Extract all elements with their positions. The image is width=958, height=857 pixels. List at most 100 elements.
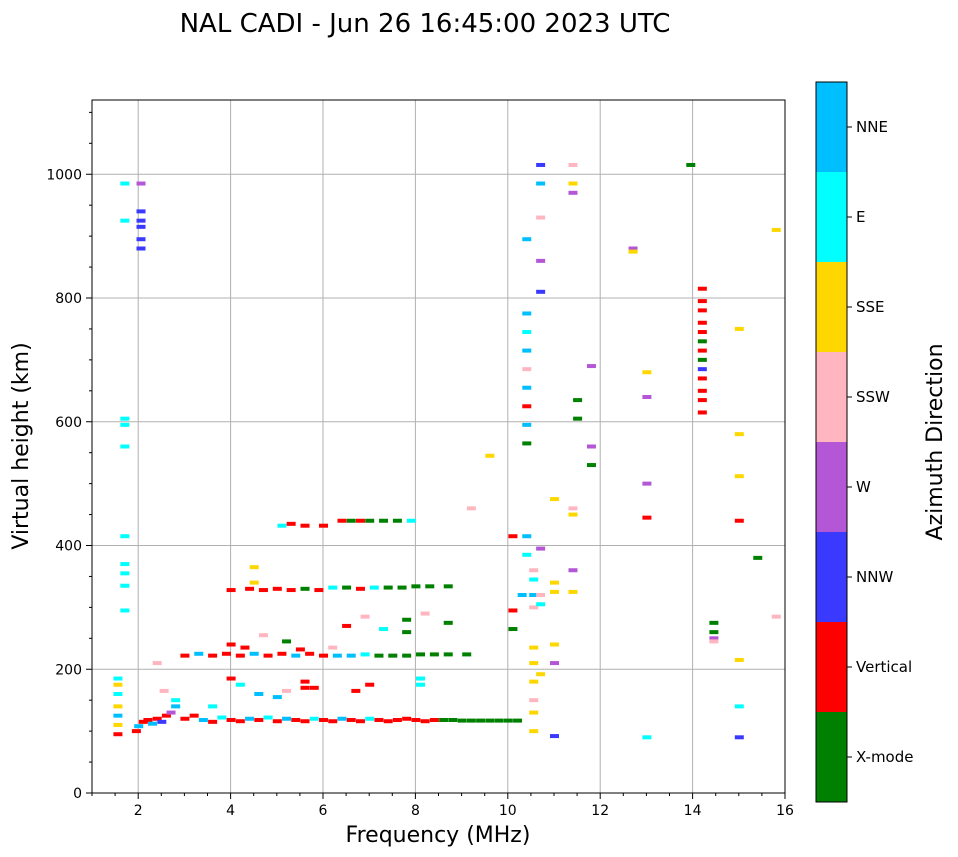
echo-point [383,585,393,590]
echo-point [120,534,130,539]
echo-point [709,636,719,641]
echo-point [277,651,287,656]
echo-point [443,620,453,625]
echo-point [291,653,301,658]
echo-point [254,717,264,722]
echo-point [529,698,539,703]
echo-point [771,614,781,619]
echo-point [753,555,763,560]
echo-point [120,181,130,186]
echo-point [420,611,430,616]
echo-point [586,463,596,468]
y-tick-label: 400 [55,539,82,555]
x-axis-title: Frequency (MHz) [346,823,531,848]
echo-point [120,218,130,223]
echo-point [536,258,546,263]
echo-point [406,518,416,523]
echo-point [508,608,518,613]
echo-point [249,651,259,656]
echo-point [697,286,707,291]
colorbar-label: Vertical [856,658,912,676]
echo-point [235,682,245,687]
colorbar-segment [816,82,847,172]
echo-point [161,713,171,718]
echo-point [113,732,123,737]
echo-point [697,339,707,344]
echo-point [152,716,162,721]
echo-point [351,688,361,693]
echo-point [425,584,435,589]
echo-point [319,717,328,722]
chart-title: NAL CADI - Jun 26 16:45:00 2023 UTC [180,9,671,39]
echo-point [240,645,250,650]
echo-point [120,562,130,567]
echo-point [448,717,458,722]
echo-point [360,652,370,657]
x-tick-label: 16 [776,803,794,819]
echo-point [319,523,328,528]
echo-point [697,320,707,325]
echo-point [402,653,412,658]
echo-point [120,416,130,421]
echo-point [536,602,546,607]
echo-point [686,162,696,167]
echo-point [120,608,130,613]
echo-point [697,367,707,372]
echo-point [208,704,218,709]
echo-point [235,653,245,658]
x-tick-label: 8 [411,803,420,819]
echo-point [300,685,310,690]
echo-point [379,518,389,523]
echo-point [522,237,532,242]
echo-point [245,586,255,591]
echo-point [138,719,148,724]
echo-point [503,718,513,723]
echo-point [286,588,296,593]
echo-point [476,718,486,723]
y-tick-label: 200 [55,662,82,678]
x-tick-label: 12 [591,803,609,819]
echo-point [258,588,268,593]
echo-point [568,181,578,186]
echo-point [697,348,707,353]
echo-point [550,734,559,739]
echo-point [529,577,539,582]
echo-point [536,546,546,551]
echo-point [263,715,273,720]
echo-point [466,718,476,723]
echo-point [697,388,707,393]
echo-point [365,518,375,523]
y-tick-label: 600 [55,415,82,431]
echo-point [171,698,181,703]
echo-point [771,227,781,232]
echo-point [355,518,365,523]
echo-point [550,642,559,647]
colorbar-segment [816,532,847,622]
echo-point [550,589,559,594]
echo-point [159,688,169,693]
echo-point [355,586,365,591]
echo-point [226,588,236,593]
echo-point [529,568,539,573]
y-tick-label: 1000 [46,167,82,183]
echo-point [365,716,375,721]
echo-point [166,710,176,715]
y-axis-title: Virtual height (km) [9,342,34,549]
echo-point [217,715,227,720]
echo-point [429,717,439,722]
echo-point [568,512,578,517]
echo-point [522,534,532,539]
echo-point [157,719,167,724]
echo-point [143,717,153,722]
echo-point [402,716,412,721]
echo-point [522,404,532,409]
echo-point [136,218,146,223]
colorbar-label: SSW [856,388,890,406]
colorbar-label: X-mode [856,748,913,766]
echo-point [392,717,402,722]
echo-point [522,330,532,335]
echo-point [272,586,282,591]
echo-point [709,630,719,635]
echo-point [120,422,130,427]
